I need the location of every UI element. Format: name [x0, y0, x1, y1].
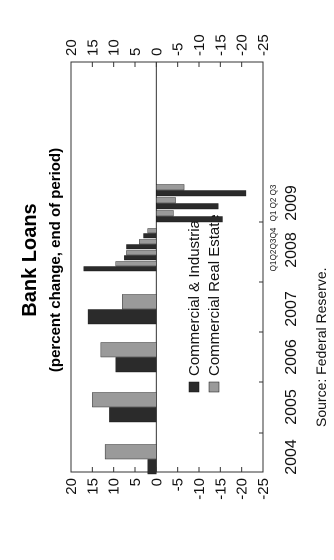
bar-commercial-real-estate-9 — [156, 197, 176, 204]
axis-tick-label-right-1: 15 — [84, 39, 101, 56]
bar-commercial-real-estate-4 — [115, 261, 157, 267]
bar-commercial-real-estate-7 — [147, 228, 157, 234]
chart-subtitle: (percent change, end of period) — [47, 148, 64, 372]
axis-tick-label-left-5: -5 — [170, 478, 187, 491]
axis-tick-label-left-7: -15 — [212, 478, 229, 500]
bar-commercial-industrial-5 — [124, 255, 157, 261]
quarter-label-0: Q1 — [269, 260, 278, 271]
quarter-label-3: Q4 — [269, 227, 278, 238]
bar-commercial-real-estate-8 — [156, 210, 174, 217]
year-label-2006: 2006 — [283, 339, 300, 375]
year-label-2005: 2005 — [283, 389, 300, 425]
bar-commercial-real-estate-5 — [126, 250, 157, 256]
axis-tick-label-left-8: -20 — [234, 478, 251, 500]
quarter-label-4: Q1 — [269, 210, 278, 221]
axis-tick-label-right-9: -25 — [255, 34, 272, 56]
bar-commercial-industrial-10 — [156, 190, 247, 197]
axis-tick-label-left-0: 20 — [63, 478, 80, 495]
bar-commercial-real-estate-2 — [100, 342, 157, 358]
bar-commercial-industrial-2 — [115, 357, 157, 373]
axis-tick-label-right-5: -5 — [170, 43, 187, 56]
bar-commercial-real-estate-0 — [104, 444, 157, 460]
legend-swatch-commercial-industrial — [188, 381, 200, 393]
bar-commercial-industrial-8 — [156, 216, 223, 223]
bar-commercial-real-estate-1 — [92, 392, 157, 408]
axis-tick-label-right-7: -15 — [212, 34, 229, 56]
year-label-2009: 2009 — [283, 185, 300, 221]
axis-tick-label-left-9: -25 — [255, 478, 272, 500]
bar-commercial-real-estate-10 — [156, 184, 185, 191]
legend-label-commercial-industrial: Commercial & Industrial — [186, 217, 203, 376]
bar-commercial-industrial-7 — [143, 233, 157, 239]
chart-title: Bank Loans — [19, 203, 41, 316]
year-label-2007: 2007 — [283, 291, 300, 327]
legend-swatch-commercial-real-estate — [208, 381, 220, 393]
plot-frame — [70, 61, 264, 473]
bar-commercial-industrial-1 — [109, 407, 157, 423]
legend-label-commercial-real-estate: Commercial Real Estate — [206, 214, 223, 376]
quarter-label-1: Q2 — [269, 249, 278, 260]
source-note: Source: Federal Reserve. — [313, 267, 329, 427]
bar-commercial-industrial-6 — [126, 244, 157, 250]
axis-tick-label-left-4: 0 — [148, 478, 165, 486]
bar-commercial-industrial-4 — [83, 266, 157, 272]
axis-tick-label-right-0: 20 — [63, 39, 80, 56]
axis-tick-label-left-6: -10 — [191, 478, 208, 500]
axis-tick-label-left-3: 5 — [127, 478, 144, 486]
axis-tick-label-right-4: 0 — [148, 48, 165, 56]
bar-commercial-industrial-3 — [87, 309, 157, 325]
year-label-2008: 2008 — [283, 232, 300, 268]
axis-tick-label-left-2: 10 — [106, 478, 123, 495]
axis-tick-label-right-3: 5 — [127, 48, 144, 56]
bar-commercial-real-estate-6 — [139, 239, 157, 245]
axis-tick-label-right-8: -20 — [234, 34, 251, 56]
bar-commercial-industrial-0 — [147, 459, 157, 475]
quarter-label-6: Q3 — [269, 184, 278, 195]
year-label-2004: 2004 — [283, 439, 300, 475]
axis-tick-label-right-2: 10 — [106, 39, 123, 56]
quarter-label-5: Q2 — [269, 197, 278, 208]
axis-tick-label-right-6: -10 — [191, 34, 208, 56]
bar-commercial-real-estate-3 — [121, 294, 157, 310]
quarter-label-2: Q3 — [269, 238, 278, 249]
axis-tick-label-left-1: 15 — [84, 478, 101, 495]
bar-commercial-industrial-9 — [156, 203, 219, 210]
legend: Commercial & Industrial Commercial Real … — [186, 214, 223, 393]
